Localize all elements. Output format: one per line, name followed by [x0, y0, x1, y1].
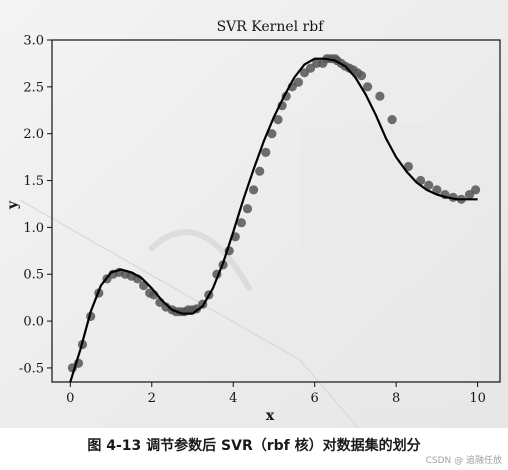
y-tick-label: 3.0 — [23, 34, 44, 49]
data-point — [236, 218, 246, 228]
chart-title: SVR Kernel rbf — [217, 19, 326, 35]
data-point — [261, 147, 271, 157]
x-tick-label: 4 — [229, 391, 237, 406]
y-tick-label: 0.0 — [23, 315, 44, 330]
data-point — [356, 71, 367, 81]
data-point — [273, 115, 283, 125]
x-axis-label: x — [266, 408, 275, 424]
y-tick-label: 0.5 — [23, 268, 44, 283]
data-point — [267, 129, 277, 139]
plot-frame — [51, 39, 501, 383]
data-point — [403, 161, 413, 172]
y-tick-label: 1.5 — [23, 174, 44, 189]
data-point — [255, 166, 265, 176]
svr-fit-line — [69, 57, 478, 383]
y-tick-label: 1.0 — [23, 221, 44, 236]
x-tick-label: 0 — [66, 391, 74, 406]
y-tick-label: -0.5 — [19, 361, 44, 376]
figure-caption: 图 4-13 调节参数后 SVR（rbf 核）对数据集的划分 — [87, 438, 421, 454]
data-point — [387, 115, 397, 125]
x-tick-label: 2 — [148, 391, 156, 406]
y-tick-label: 2.0 — [23, 127, 44, 142]
y-tick-label: 2.5 — [23, 80, 44, 95]
data-point — [293, 77, 303, 87]
data-point — [471, 185, 481, 195]
data-point — [249, 185, 259, 195]
y-axis-label: y — [5, 200, 21, 210]
x-tick-label: 6 — [311, 391, 319, 406]
data-point — [242, 204, 253, 214]
data-point — [424, 180, 434, 190]
data-point — [432, 185, 442, 195]
data-point — [375, 91, 385, 101]
x-tick-label: 10 — [469, 391, 486, 406]
data-point — [363, 82, 373, 92]
x-tick-label: 8 — [392, 391, 400, 406]
watermark-text: CSDN @ 追融任放 — [425, 456, 502, 466]
